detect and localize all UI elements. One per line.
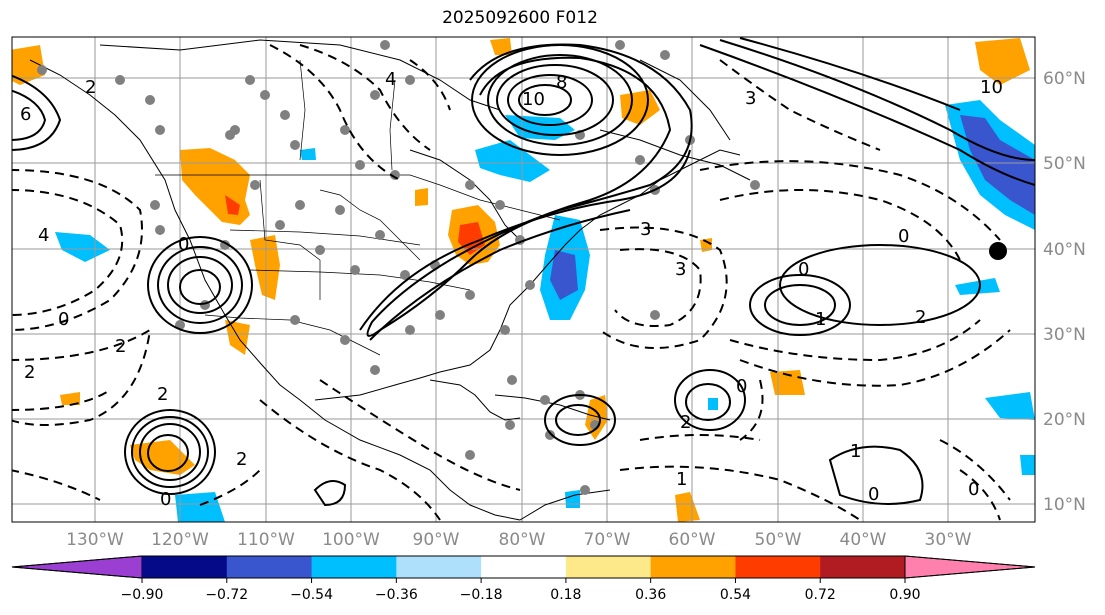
contour-label: 3 [640,219,651,240]
contour-label: 2 [915,307,926,328]
longitude-label: 30°W [925,530,972,550]
contour-label: 0 [898,226,909,247]
colorbar-segment [481,556,567,578]
colorbar-extend-low [11,555,143,579]
map-frame [11,36,1036,523]
colorbar-segment [820,556,906,578]
latitude-label: 30°N [1043,325,1086,345]
contour-label: 2 [236,449,247,470]
contour-label: 0 [58,309,69,330]
longitude-label: 130°W [66,530,124,550]
colorbar-tick-label: 0.90 [889,587,920,603]
colorbar-tick-label: −0.18 [460,587,503,603]
solid-contours [12,37,1035,507]
colorbar-tick-label: 0.18 [550,587,581,603]
colorbar-tick-label: 0.72 [805,587,836,603]
latitude-label: 50°N [1043,154,1086,174]
longitude-label: 60°W [669,530,716,550]
longitude-label: 120°W [151,530,209,550]
colorbar-segment [735,556,821,578]
contour-label: 8 [556,72,567,93]
contour-labels: 8 10 10 3 2 4 0 6 2 0 2 2 2 0 0 1 1 0 0 … [20,69,1003,510]
latitude-label: 40°N [1043,240,1086,260]
colorbar-tick-label: 0.36 [635,587,666,603]
latitude-label: 60°N [1043,69,1086,89]
colorbar: −0.90 −0.72 −0.54 −0.36 −0.18 0.18 0.36 0.54 0.7… [11,555,1036,603]
contour-label: 1 [676,469,687,490]
colorbar-segment [650,556,736,578]
contour-label: 4 [38,225,49,246]
colorbar-tick-label: −0.54 [290,587,333,603]
station-dots [37,40,760,495]
colorbar-segment [311,556,397,578]
latitude-label: 10°N [1043,495,1086,515]
contour-label: 2 [85,77,96,98]
contour-label: 0 [160,489,171,510]
contour-label: 2 [157,384,168,405]
colorbar-segment [396,556,482,578]
contour-label: 2 [680,412,691,433]
contour-label: 2 [115,336,126,357]
contour-label: 2 [24,362,35,383]
colorbar-tick-label: −0.72 [205,587,248,603]
contour-label: 0 [736,376,747,397]
colorbar-tick-label: 0.54 [720,587,751,603]
contour-label: 4 [385,69,396,90]
latitude-labels: 60°N 50°N 40°N 30°N 20°N 10°N [1043,69,1086,515]
shaded-anomaly-fields [12,38,1035,522]
graticule [12,37,1035,522]
longitude-label: 100°W [322,530,380,550]
latitude-label: 20°N [1043,410,1086,430]
contour-label: 10 [522,89,545,110]
contour-label: 0 [968,479,979,500]
longitude-label: 90°W [413,530,460,550]
map-title: 2025092600 F012 [442,8,598,28]
colorbar-segment [142,556,228,578]
colorbar-segment [226,556,313,578]
longitude-label: 40°W [840,530,887,550]
longitude-label: 110°W [237,530,295,550]
colorbar-extend-high [904,555,1036,579]
colorbar-tick-label: −0.36 [375,587,418,603]
contour-label: 10 [980,77,1003,98]
longitude-label: 70°W [584,530,631,550]
colorbar-tick-label: −0.90 [121,587,164,603]
contour-label: 1 [850,441,861,462]
dashed-contours [12,44,1011,521]
contour-label: 3 [675,259,686,280]
colorbar-segment [565,556,652,578]
longitude-labels: 130°W 120°W 110°W 100°W 90°W 80°W 70°W 6… [66,530,972,550]
marker-dot [989,242,1007,260]
longitude-label: 80°W [499,530,546,550]
coastlines [29,39,751,521]
contour-label: 0 [798,259,809,280]
longitude-label: 50°W [755,530,802,550]
contour-label: 0 [868,484,879,505]
contour-label: 0 [178,234,189,255]
contour-label: 1 [815,309,826,330]
contour-label: 3 [745,88,756,109]
contour-label: 6 [20,104,31,125]
